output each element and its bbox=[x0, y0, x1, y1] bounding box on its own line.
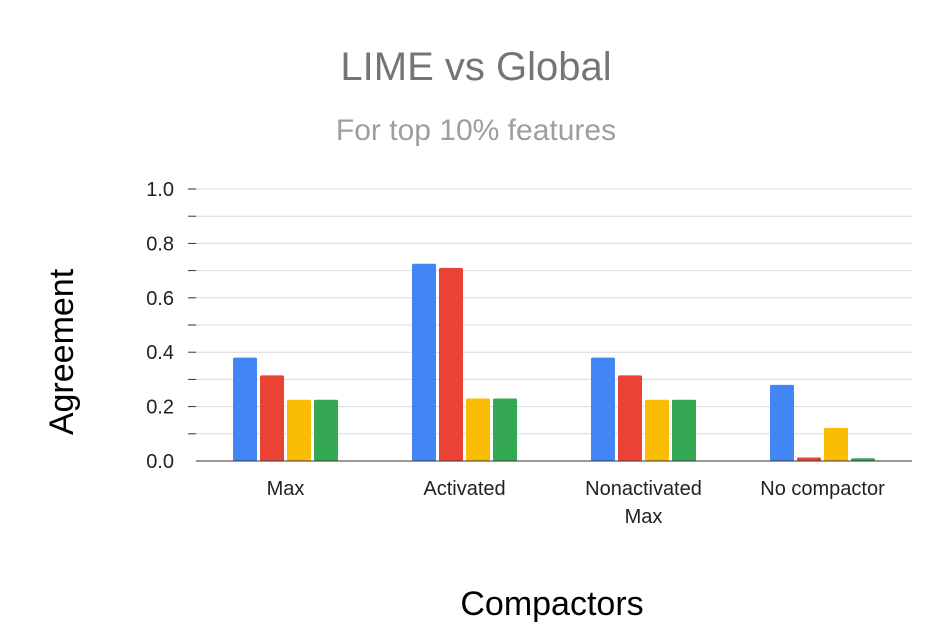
bar bbox=[466, 398, 490, 461]
y-tick-label: 0.8 bbox=[146, 233, 174, 255]
x-category-label: Max bbox=[625, 506, 663, 528]
y-tick-label: 1.0 bbox=[146, 179, 174, 201]
x-axis-categories: Max Activated Nonactivated Max No compactor bbox=[267, 478, 885, 528]
bar bbox=[493, 398, 517, 461]
bar bbox=[439, 267, 463, 461]
x-category-label: Activated bbox=[423, 478, 505, 500]
bar bbox=[645, 399, 669, 461]
bar bbox=[287, 399, 311, 461]
x-category-label: Nonactivated bbox=[585, 478, 702, 500]
bar bbox=[824, 427, 848, 461]
bar bbox=[591, 357, 615, 461]
chart-subtitle: For top 10% features bbox=[336, 114, 616, 147]
bar bbox=[412, 263, 436, 461]
bar bbox=[672, 399, 696, 461]
y-axis-ticks: 0.0 0.2 0.4 0.6 0.8 1.0 bbox=[146, 179, 174, 473]
bar bbox=[851, 458, 875, 461]
chart-title: LIME vs Global bbox=[340, 45, 611, 89]
x-axis-title: Compactors bbox=[460, 585, 643, 623]
x-category-label: No compactor bbox=[760, 478, 885, 500]
bar bbox=[233, 357, 257, 461]
bar bbox=[797, 457, 821, 461]
x-category-label: Max bbox=[267, 478, 305, 500]
bars bbox=[233, 263, 875, 461]
bar bbox=[314, 399, 338, 461]
y-tick-label: 0.4 bbox=[146, 342, 174, 364]
bar bbox=[260, 375, 284, 461]
y-tick-label: 0.2 bbox=[146, 397, 174, 419]
y-axis-title: Agreement bbox=[43, 268, 81, 435]
gridlines bbox=[188, 188, 912, 435]
bar bbox=[770, 384, 794, 461]
bar bbox=[618, 375, 642, 461]
y-tick-label: 0.0 bbox=[146, 451, 174, 473]
y-tick-label: 0.6 bbox=[146, 288, 174, 310]
